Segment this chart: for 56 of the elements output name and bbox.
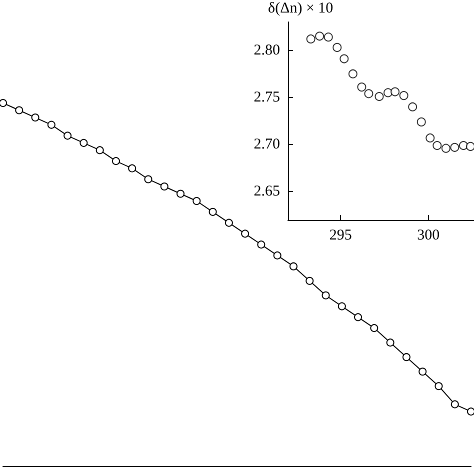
point: [370, 324, 378, 332]
point: [31, 114, 40, 122]
point: [466, 142, 474, 151]
point: [441, 144, 450, 153]
point: [348, 69, 358, 78]
point: [426, 133, 435, 142]
point: [208, 208, 217, 216]
point: [402, 353, 410, 362]
x-tick-label: 300: [417, 228, 440, 244]
point: [432, 141, 442, 150]
point: [0, 99, 7, 107]
point: [306, 34, 316, 44]
point: [364, 89, 374, 98]
point: [434, 382, 443, 390]
point: [390, 87, 400, 96]
point: [386, 338, 394, 347]
point: [176, 190, 185, 198]
point: [128, 164, 136, 172]
point: [160, 182, 168, 190]
point: [324, 32, 333, 42]
point: [224, 218, 233, 227]
x-tick-label: 295: [329, 228, 352, 244]
point: [306, 276, 314, 285]
y-axis-title: δ(Δn) × 10: [268, 0, 334, 16]
point: [408, 102, 418, 112]
point: [192, 197, 201, 206]
point: [257, 240, 266, 249]
point: [357, 82, 366, 92]
point: [47, 120, 56, 129]
point: [338, 302, 346, 310]
point: [374, 92, 384, 101]
point: [289, 262, 298, 270]
y-tick-label: 2.75: [254, 89, 280, 106]
point: [416, 117, 426, 126]
point: [15, 106, 24, 114]
point: [273, 251, 282, 260]
point: [96, 146, 104, 154]
point: [64, 132, 72, 140]
point: [450, 142, 460, 152]
point: [354, 313, 362, 322]
point: [322, 291, 330, 300]
point: [144, 175, 152, 184]
y-tick-label: 2.80: [254, 42, 280, 58]
point: [112, 157, 120, 166]
y-tick-label: 2.70: [254, 136, 280, 153]
point: [399, 91, 408, 100]
point: [418, 368, 427, 376]
point: [450, 400, 459, 408]
point: [315, 32, 324, 41]
point: [332, 42, 342, 52]
point: [340, 54, 349, 64]
point: [467, 408, 474, 416]
y-tick-label: 2.65: [254, 184, 280, 200]
point: [80, 138, 88, 147]
point: [458, 141, 468, 150]
point: [241, 230, 250, 238]
